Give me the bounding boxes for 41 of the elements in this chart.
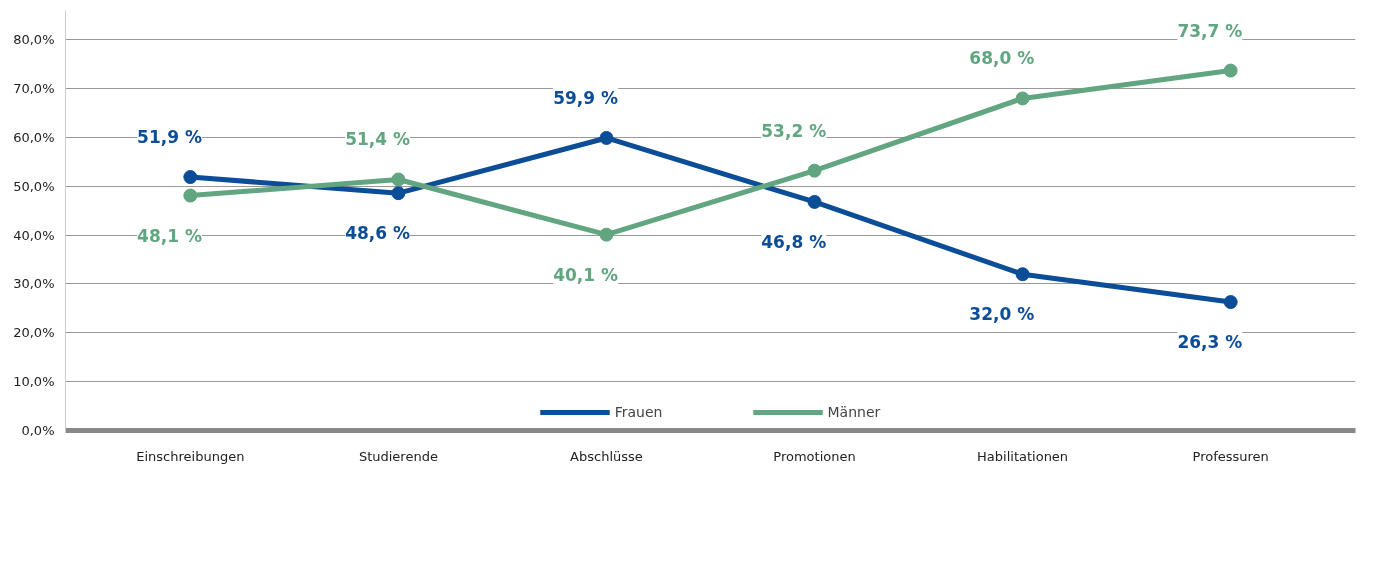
point xyxy=(1223,295,1238,310)
data-label: 73,7 % xyxy=(1177,20,1243,41)
point xyxy=(807,194,822,209)
legend-label: Männer xyxy=(827,404,881,420)
data-label: 48,1 % xyxy=(137,225,202,246)
point xyxy=(1015,267,1030,282)
y-tick-label: 70,0% xyxy=(13,81,55,97)
y-tick-label: 50,0% xyxy=(13,178,55,194)
x-tick-label: Einschreibungen xyxy=(136,448,245,464)
point xyxy=(599,130,614,145)
data-label: 68,0 % xyxy=(969,48,1035,69)
point xyxy=(391,186,406,201)
data-label: 26,3 % xyxy=(1177,332,1243,353)
data-label: 51,4 % xyxy=(345,129,411,150)
y-tick-label: 10,0% xyxy=(13,374,55,390)
y-tick-label: 80,0% xyxy=(13,32,55,48)
legend-label: Frauen xyxy=(614,404,663,420)
x-tick-label: Studierende xyxy=(358,448,438,464)
y-tick-label: 30,0% xyxy=(13,276,55,292)
data-label: 40,1 % xyxy=(553,264,619,285)
point xyxy=(807,163,822,178)
data-label: 53,2 % xyxy=(761,120,827,141)
data-label: 51,9 % xyxy=(137,127,202,148)
data-label: 32,0 % xyxy=(969,304,1035,325)
data-label: 48,6 % xyxy=(345,223,411,244)
data-label: 46,8 % xyxy=(761,231,827,252)
y-tick-label: 20,0% xyxy=(13,325,55,341)
x-tick-label: Abschlüsse xyxy=(570,448,643,464)
y-tick-label: 40,0% xyxy=(13,227,55,243)
point xyxy=(183,170,198,185)
y-tick-label: 0,0% xyxy=(21,423,55,438)
x-tick-label: Habilitationen xyxy=(977,448,1069,464)
data-label: 59,9 % xyxy=(553,87,619,108)
point xyxy=(391,172,406,187)
point xyxy=(183,188,198,203)
x-tick-label: Professuren xyxy=(1192,448,1269,464)
point xyxy=(1015,91,1030,106)
point xyxy=(599,227,614,242)
point xyxy=(1223,63,1238,78)
y-tick-label: 60,0% xyxy=(13,129,55,145)
x-tick-label: Promotionen xyxy=(773,448,856,464)
